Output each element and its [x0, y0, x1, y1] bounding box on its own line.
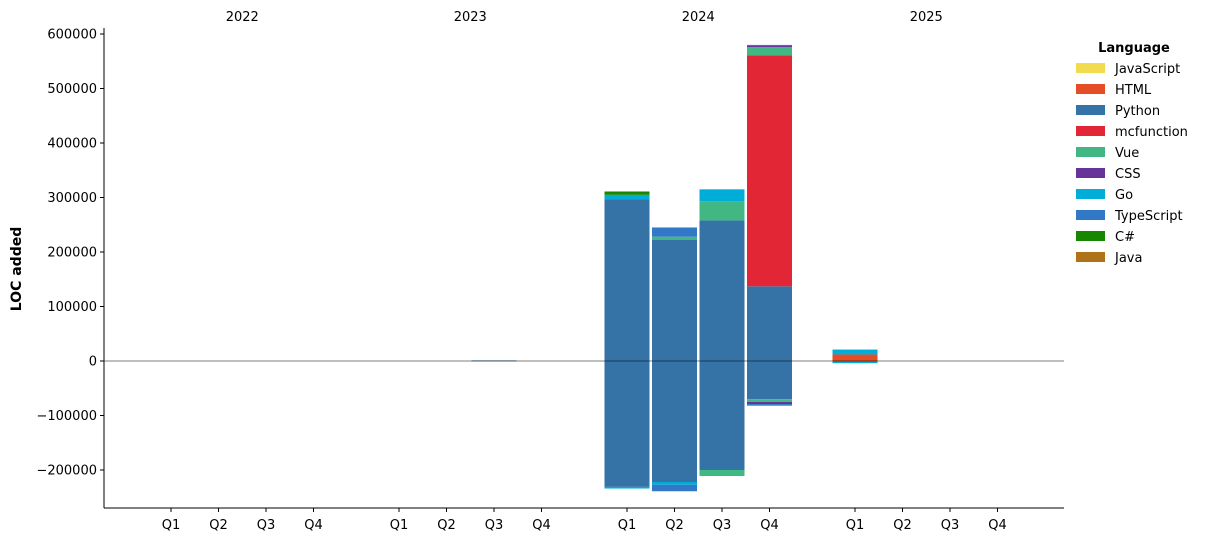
x-tick-label: Q4 — [988, 518, 1007, 533]
y-ticks: 600000 500000 400000 300000 200000 100000 0 −10… — [36, 28, 104, 479]
bar-segment — [699, 189, 745, 202]
bar-segment — [747, 47, 792, 56]
x-tick-label: Q1 — [162, 518, 181, 533]
bar-segment — [747, 404, 792, 406]
legend-label: Go — [1115, 188, 1133, 203]
x-tick-label: Q3 — [485, 518, 504, 533]
y-tick-label: 0 — [89, 355, 97, 370]
legend-label: Vue — [1115, 146, 1139, 161]
year-label: 2025 — [910, 10, 943, 25]
legend-swatch — [1076, 126, 1105, 136]
bar-segment — [604, 199, 650, 361]
bar-segment — [652, 361, 697, 482]
legend-label: CSS — [1115, 167, 1141, 182]
bar-segment — [747, 44, 792, 46]
x-tick-label: Q4 — [532, 518, 551, 533]
legend-swatch — [1076, 168, 1105, 178]
legend-swatch — [1076, 147, 1105, 157]
bar-segment — [652, 484, 697, 492]
bar-segment — [832, 361, 878, 364]
x-tick-label: Q3 — [941, 518, 960, 533]
y-tick-label: −100000 — [36, 409, 97, 424]
bar-segment — [747, 55, 792, 287]
year-label: 2024 — [682, 10, 715, 25]
legend-label: mcfunction — [1115, 125, 1188, 140]
year-labels: 2022 2023 2024 2025 — [226, 10, 943, 25]
legend-swatch — [1076, 63, 1105, 73]
bar-segment — [699, 361, 745, 470]
x-ticks: Q1 Q2 Q3 Q4 Q1 Q2 Q3 Q4 Q1 Q2 Q3 Q4 Q1 Q2 Q3 Q4 — [162, 508, 1007, 533]
bar-segment — [652, 240, 697, 361]
y-axis-title: LOC added — [9, 227, 25, 311]
bar-segment — [747, 361, 792, 400]
y-tick-label: 100000 — [47, 300, 97, 315]
bar-segment — [747, 401, 792, 405]
legend-swatch — [1076, 105, 1105, 115]
x-tick-label: Q3 — [713, 518, 732, 533]
y-tick-label: −200000 — [36, 464, 97, 479]
bar-segment — [604, 361, 650, 487]
bar-segment — [832, 354, 878, 361]
x-tick-label: Q2 — [893, 518, 912, 533]
y-tick-label: 300000 — [47, 191, 97, 206]
bar-segment — [699, 220, 745, 361]
legend-label: JavaScript — [1114, 62, 1180, 77]
legend-swatch — [1076, 84, 1105, 94]
bar-segment — [604, 486, 650, 489]
legend-label: TypeScript — [1114, 209, 1183, 224]
year-label: 2022 — [226, 10, 259, 25]
bar-segment — [832, 349, 878, 355]
legend-swatch — [1076, 189, 1105, 199]
legend-label: Java — [1114, 251, 1142, 266]
bar-segment — [652, 227, 697, 237]
year-label: 2023 — [454, 10, 487, 25]
x-tick-label: Q1 — [390, 518, 409, 533]
x-tick-label: Q2 — [665, 518, 684, 533]
x-tick-label: Q3 — [257, 518, 276, 533]
y-tick-label: 600000 — [47, 28, 97, 43]
y-tick-label: 200000 — [47, 246, 97, 261]
bar-segment — [652, 481, 697, 485]
bar-segment — [747, 399, 792, 402]
bar-segment — [747, 286, 792, 361]
bar-segment — [699, 201, 745, 221]
x-tick-label: Q1 — [618, 518, 637, 533]
legend-swatch — [1076, 210, 1105, 220]
legend-label: Python — [1115, 104, 1160, 119]
x-tick-label: Q1 — [846, 518, 865, 533]
bar-segment — [699, 470, 745, 476]
y-tick-label: 500000 — [47, 82, 97, 97]
legend-label: HTML — [1115, 83, 1152, 98]
legend: Language JavaScript HTML Python mcfunction V… — [1076, 41, 1188, 266]
x-tick-label: Q4 — [304, 518, 323, 533]
legend-items: JavaScript HTML Python mcfunction Vue CSS Go Ty… — [1076, 62, 1188, 266]
bar-segment — [747, 45, 792, 48]
x-tick-label: Q2 — [437, 518, 456, 533]
legend-title: Language — [1098, 41, 1170, 56]
legend-swatch — [1076, 252, 1105, 262]
bar-segment — [604, 191, 650, 195]
legend-label: C# — [1115, 230, 1135, 245]
bar-segment — [604, 194, 650, 200]
y-tick-label: 400000 — [47, 137, 97, 152]
x-tick-label: Q2 — [209, 518, 228, 533]
bar-segment — [652, 236, 697, 241]
x-tick-label: Q4 — [760, 518, 779, 533]
bars-layer — [471, 44, 878, 492]
legend-swatch — [1076, 231, 1105, 241]
